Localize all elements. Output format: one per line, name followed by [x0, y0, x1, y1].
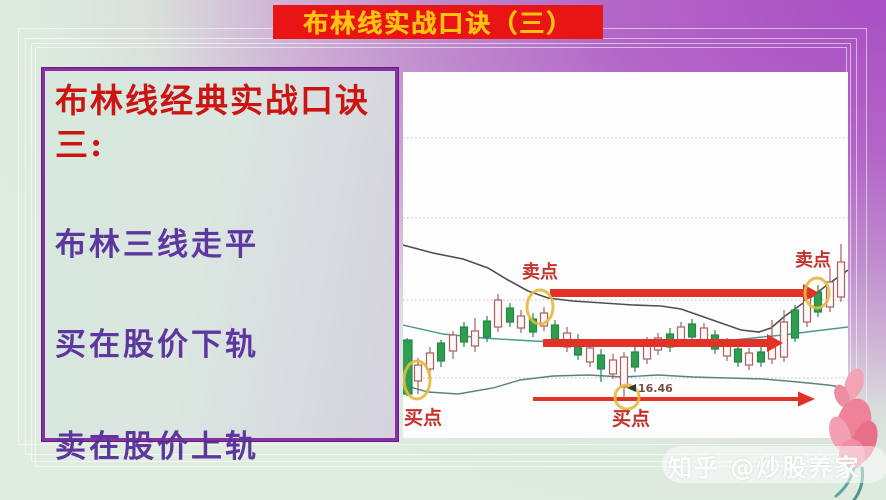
- lesson-heading-line-2: 三:: [55, 125, 105, 164]
- slide-title: 布林线实战口诀（三）: [273, 5, 603, 39]
- svg-text:买点: 买点: [404, 407, 442, 429]
- svg-text:买点: 买点: [612, 408, 650, 430]
- lesson-rule-2: 买在股价下轨: [55, 327, 259, 363]
- svg-text:16.46: 16.46: [638, 382, 673, 395]
- lesson-heading-line-1: 布林线经典实战口诀: [55, 81, 370, 120]
- slide-title-text: 布林线实战口诀（三）: [302, 9, 573, 38]
- zhihu-watermark: 知乎 @炒股养家: [668, 454, 861, 482]
- bollinger-chart-panel: 卖点 卖点 买点 买点 16.46: [403, 72, 848, 438]
- watermark-background: [662, 446, 886, 483]
- svg-text:卖点: 卖点: [522, 261, 558, 283]
- lesson-rule-1: 布林三线走平: [55, 227, 259, 263]
- lesson-rule-3: 卖在股价上轨: [55, 429, 259, 465]
- svg-text:卖点: 卖点: [795, 249, 831, 271]
- lesson-text-box: 布林线经典实战口诀 三: 布林三线走平 买在股价下轨 卖在股价上轨: [41, 67, 399, 465]
